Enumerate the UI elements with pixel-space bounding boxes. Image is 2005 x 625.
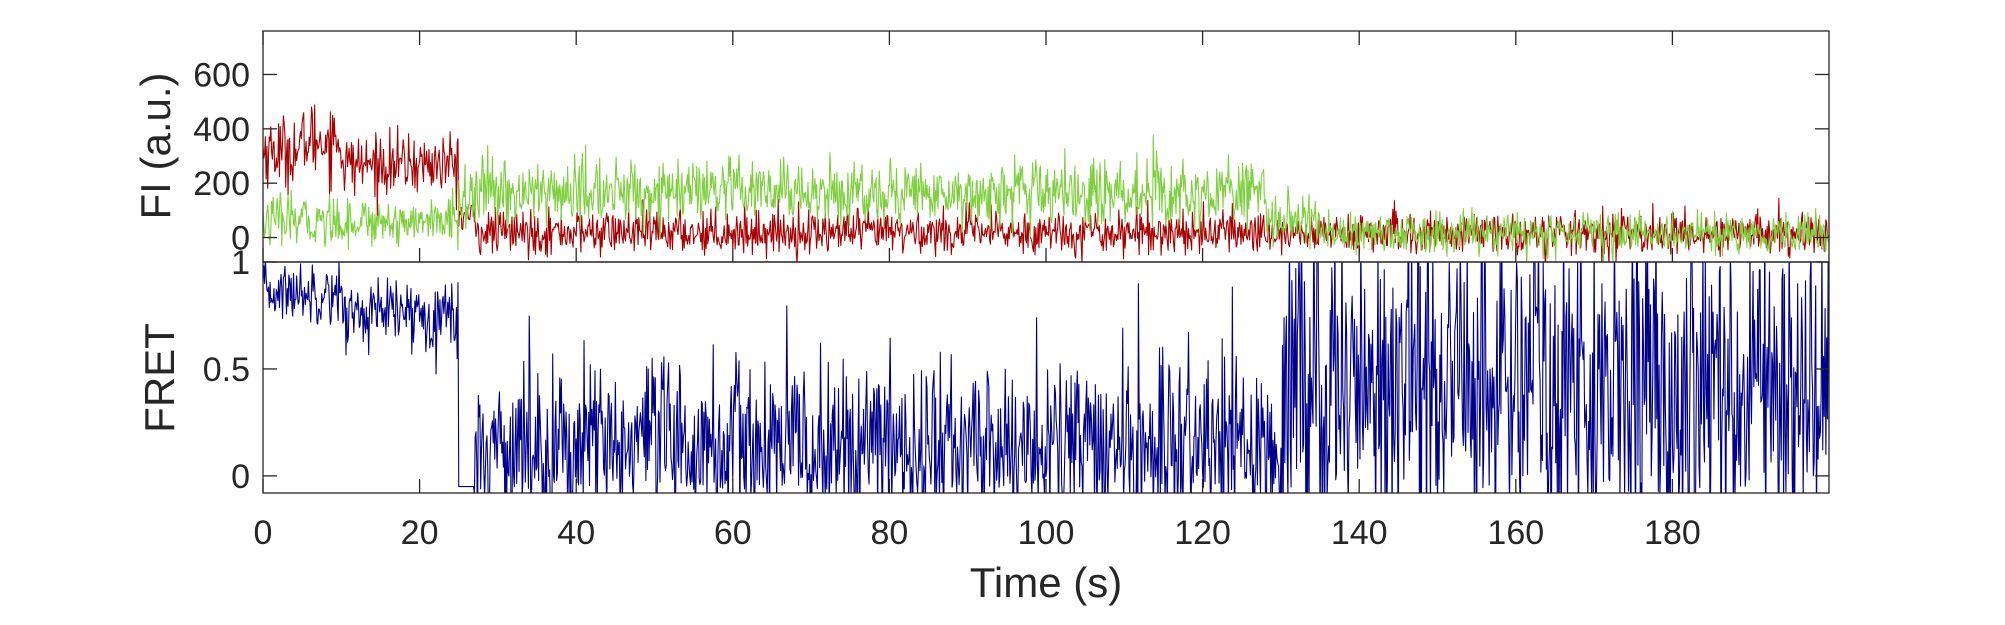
series-line-fret (263, 262, 1829, 493)
y-tick-label: 200 (193, 165, 250, 203)
series-line-green (263, 134, 1829, 262)
y-tick-label: 0 (231, 220, 250, 258)
x-tick-label: 160 (1487, 514, 1544, 552)
bottom-panel-fret: 00.51 0 20 40 60 80 100 120 140 160 180 FRET Time… (136, 244, 1830, 606)
y-tick-label: 0 (231, 458, 250, 496)
top-panel-fluorescence: 0 200 400 600 FI (a.u.) (132, 30, 1830, 263)
x-tick-label: 60 (714, 514, 752, 552)
y-tick-label: 1 (231, 244, 250, 282)
y-tick-label: 0.5 (203, 351, 250, 389)
x-tick-label: 180 (1644, 514, 1701, 552)
x-tick-label: 20 (401, 514, 439, 552)
y-tick-label: 600 (193, 56, 250, 94)
x-tick-label: 0 (254, 514, 273, 552)
x-tick-label: 120 (1174, 514, 1231, 552)
x-tick-label: 40 (557, 514, 595, 552)
series-line-red (263, 104, 1829, 262)
x-axis-label: Time (s) (970, 559, 1122, 606)
bottom-y-ticks: 00.51 (203, 244, 1829, 496)
x-tick-label: 140 (1331, 514, 1388, 552)
bottom-y-axis-label: FRET (136, 323, 183, 433)
bottom-series-group (263, 262, 1829, 493)
x-tick-label: 100 (1018, 514, 1075, 552)
top-y-ticks: 0 200 400 600 (193, 31, 1829, 262)
x-tick-label: 80 (870, 514, 908, 552)
top-y-axis-label: FI (a.u.) (132, 72, 179, 219)
top-series-group (263, 104, 1829, 262)
y-tick-label: 400 (193, 111, 250, 149)
bottom-x-ticks: 0 20 40 60 80 100 120 140 160 180 (254, 479, 1701, 552)
